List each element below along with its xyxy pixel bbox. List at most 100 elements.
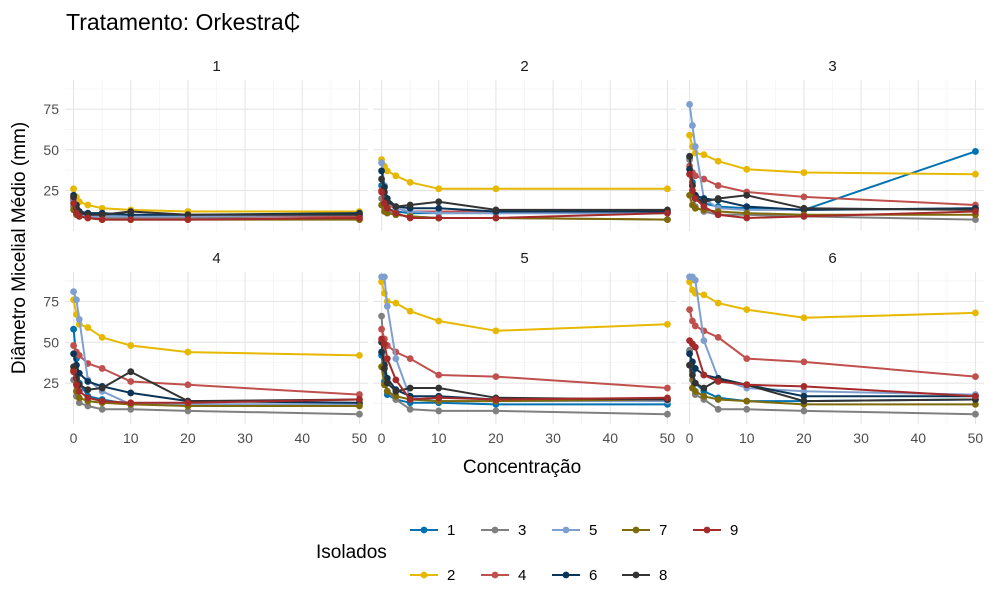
- facet-strip-label: 1: [212, 58, 220, 75]
- data-point: [492, 407, 500, 415]
- legend-label: 8: [659, 567, 667, 584]
- series-9: [686, 170, 979, 222]
- data-point: [378, 312, 385, 320]
- legend-key-point: [491, 526, 499, 534]
- x-axis-label: Concentração: [463, 457, 581, 478]
- data-point: [435, 407, 443, 415]
- data-point: [664, 384, 671, 392]
- legend: Isolados 1 3 5 7 9 2 4 6 8: [316, 522, 738, 584]
- data-point: [700, 337, 708, 345]
- legend-key-point: [420, 526, 428, 534]
- data-point: [743, 165, 751, 173]
- data-point: [406, 178, 414, 186]
- data-point: [406, 384, 414, 392]
- data-point: [691, 387, 699, 395]
- data-point: [492, 206, 500, 214]
- data-point: [714, 195, 722, 202]
- data-point: [689, 371, 696, 379]
- legend-key-point: [491, 571, 499, 579]
- data-point: [972, 148, 979, 155]
- data-point: [98, 211, 106, 219]
- data-point: [70, 185, 77, 193]
- x-tick-label: 50: [660, 430, 676, 446]
- data-point: [98, 397, 106, 405]
- legend-item-7: 7: [622, 522, 667, 539]
- data-point: [743, 191, 751, 199]
- data-point: [392, 355, 400, 363]
- legend-key-point: [632, 571, 640, 579]
- data-point: [492, 185, 500, 193]
- data-point: [84, 386, 92, 394]
- data-point: [691, 379, 699, 387]
- data-point: [70, 199, 77, 207]
- legend-label: 4: [518, 567, 526, 584]
- data-point: [800, 392, 808, 400]
- data-point: [392, 209, 400, 217]
- data-point: [356, 351, 363, 359]
- data-point: [184, 407, 192, 415]
- x-tick-label: 10: [431, 430, 447, 446]
- data-point: [700, 291, 708, 299]
- legend-key-point: [703, 526, 711, 534]
- data-point: [383, 387, 391, 395]
- facet-panel-3: 3: [681, 58, 984, 231]
- legend-item-9: 9: [693, 522, 738, 539]
- facet-strip-label: 3: [828, 58, 836, 75]
- x-tick-label: 50: [352, 430, 368, 446]
- data-point: [73, 296, 80, 304]
- facet-strip-label: 6: [828, 250, 836, 267]
- x-tick-label: 20: [796, 430, 812, 446]
- x-tick-label: 20: [180, 430, 196, 446]
- legend-title: Isolados: [316, 542, 387, 563]
- data-point: [435, 185, 443, 193]
- data-point: [691, 204, 699, 212]
- legend-item-6: 6: [552, 567, 597, 584]
- data-point: [714, 157, 722, 165]
- data-point: [378, 159, 385, 167]
- y-tick-label: 50: [43, 334, 59, 350]
- data-point: [691, 195, 699, 202]
- data-point: [378, 188, 385, 196]
- data-point: [700, 198, 708, 206]
- data-point: [184, 211, 192, 219]
- legend-label: 1: [447, 522, 455, 539]
- chart-title: Tratamento: Orkestra₵: [66, 9, 300, 35]
- data-point: [972, 373, 979, 381]
- series-9: [378, 335, 671, 403]
- data-point: [127, 216, 135, 224]
- data-point: [743, 381, 751, 389]
- data-point: [75, 394, 83, 402]
- data-point: [743, 203, 751, 211]
- y-tick-label: 25: [43, 182, 59, 198]
- data-point: [127, 389, 135, 397]
- data-point: [714, 299, 722, 307]
- data-point: [184, 399, 192, 407]
- data-point: [84, 201, 92, 209]
- facet-panel-6: 6 0 10 20 30 40 50: [681, 250, 984, 446]
- data-point: [686, 278, 693, 286]
- data-point: [406, 201, 414, 209]
- data-point: [70, 325, 77, 333]
- data-point: [492, 396, 500, 403]
- series-9: [70, 368, 363, 407]
- data-point: [972, 216, 979, 224]
- x-tick-label: 20: [488, 430, 504, 446]
- data-point: [714, 378, 722, 385]
- data-point: [664, 209, 671, 217]
- data-point: [98, 204, 106, 212]
- data-point: [98, 405, 106, 413]
- legend-item-2: 2: [410, 567, 455, 584]
- x-tick-label: 30: [237, 430, 253, 446]
- data-point: [435, 317, 443, 325]
- data-point: [392, 203, 400, 211]
- data-point: [383, 167, 391, 175]
- data-point: [691, 365, 699, 372]
- legend-label: 3: [518, 522, 526, 539]
- data-point: [691, 143, 699, 150]
- series-8: [70, 363, 363, 405]
- legend-item-8: 8: [622, 567, 667, 584]
- x-tick-label: 0: [686, 430, 694, 446]
- facet-panel-5: 50 10 20 30 40 50: [373, 250, 676, 446]
- y-axis-label: Diâmetro Micelial Médio (mm): [9, 122, 30, 374]
- data-point: [686, 131, 693, 139]
